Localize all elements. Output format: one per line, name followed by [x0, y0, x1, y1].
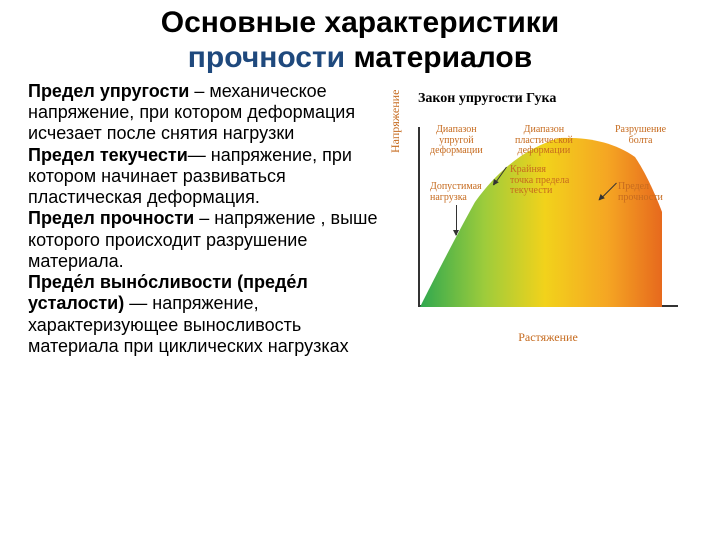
- x-axis-label: Растяжение: [418, 330, 678, 345]
- term-yield: Предел текучести: [28, 145, 188, 165]
- annot-load: Допустимаянагрузка: [430, 182, 482, 203]
- y-axis-label: Напряжение: [388, 90, 403, 153]
- plot-box: Диапазонупругойдеформации Диапазонпласти…: [418, 127, 678, 307]
- title-accent: прочности: [188, 41, 345, 74]
- definitions-block: Предел упругости – механическое напряжен…: [28, 81, 392, 357]
- content-row: Предел упругости – механическое напряжен…: [0, 75, 720, 357]
- hooke-chart: Диапазонупругойдеформации Диапазонпласти…: [392, 115, 692, 345]
- annot-yield: Крайняяточка пределатекучести: [510, 165, 569, 197]
- annot-strength: Пределпрочности: [618, 182, 663, 203]
- chart-area: Закон упругости Гука: [392, 81, 702, 357]
- arrow-load: [456, 205, 457, 235]
- term-elasticity: Предел упругости: [28, 81, 189, 101]
- region-fracture: Разрушениеболта: [615, 125, 666, 146]
- region-plastic: Диапазонпластическойдеформации: [515, 125, 573, 157]
- region-elastic: Диапазонупругойдеформации: [430, 125, 483, 157]
- chart-title: Закон упругости Гука: [418, 91, 702, 107]
- title-line1: Основные характеристики: [161, 6, 559, 39]
- slide-title: Основные характеристики прочности матери…: [0, 0, 720, 75]
- term-strength: Предел прочности: [28, 208, 194, 228]
- title-line2-rest: материалов: [345, 41, 532, 74]
